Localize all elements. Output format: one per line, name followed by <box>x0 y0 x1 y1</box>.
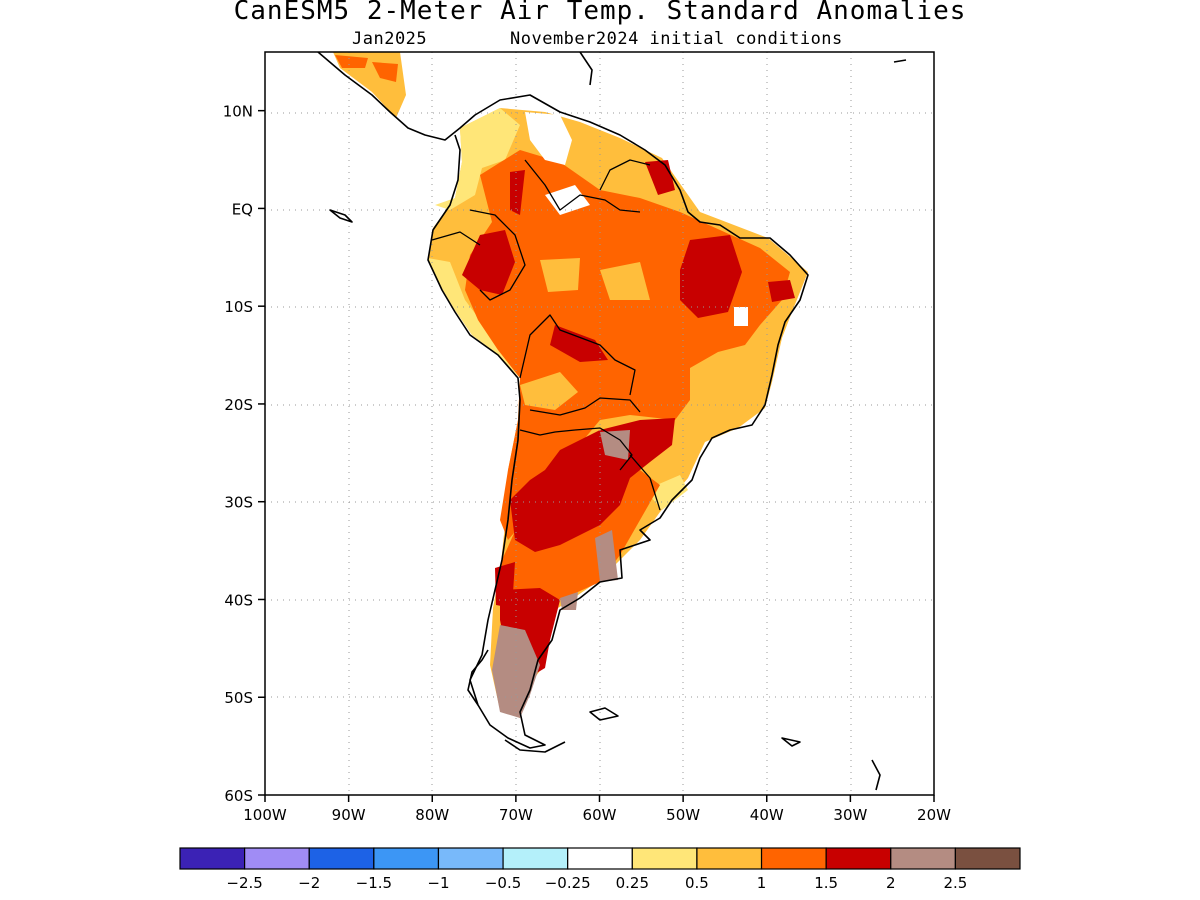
colorbar-swatch <box>890 847 956 870</box>
lon-tick-label: 70W <box>499 806 533 824</box>
colorbar-label: −1 <box>427 874 449 892</box>
colorbar-swatch <box>631 847 698 870</box>
subtitle-initial-conditions: November2024 initial conditions <box>510 29 843 49</box>
colorbar-swatch <box>696 847 763 870</box>
lon-tick-label: 60W <box>583 806 617 824</box>
colorbar-label: 2 <box>886 874 896 892</box>
lon-tick-label: 20W <box>917 806 951 824</box>
colorbar-label: 1.5 <box>814 874 838 892</box>
longitude-axis: 100W 90W 80W 70W 60W 50W 40W 30W 20W <box>243 795 951 824</box>
colorbar-label: 2.5 <box>943 874 967 892</box>
colorbar-swatch <box>567 847 633 870</box>
colorbar-label: 1 <box>757 874 767 892</box>
lat-tick-label: 40S <box>224 591 253 609</box>
colorbar-label: −1.5 <box>356 874 392 892</box>
lat-tick-label: 20S <box>224 396 253 414</box>
lat-tick-label: 50S <box>224 689 253 707</box>
colorbar-swatch <box>502 847 569 870</box>
country-borders <box>431 159 661 511</box>
colorbar-swatch <box>760 847 827 870</box>
lon-tick-label: 90W <box>332 806 366 824</box>
colorbar-label: −2 <box>298 874 320 892</box>
lat-tick-label: 60S <box>224 787 253 805</box>
lon-tick-label: 100W <box>243 806 287 824</box>
colorbar-swatch <box>954 847 1021 870</box>
lon-tick-label: 80W <box>415 806 449 824</box>
anomaly-shading <box>333 52 808 718</box>
latitude-axis: 10N EQ 10S 20S 30S 40S 50S 60S <box>223 103 265 805</box>
colorbar-label: −2.5 <box>226 874 262 892</box>
lat-tick-label: EQ <box>232 200 253 218</box>
colorbar-label: −0.25 <box>545 874 591 892</box>
colorbar-legend: −2.5 −2 −1.5 −1 −0.5 −0.25 0.25 0.5 1 1.5 2 2.5 <box>179 847 1021 892</box>
lat-tick-label: 30S <box>224 494 253 512</box>
subtitle-forecast-month: Jan2025 <box>352 29 428 49</box>
lon-tick-label: 50W <box>666 806 700 824</box>
colorbar-swatch <box>437 847 504 870</box>
colorbar-label: 0.25 <box>616 874 649 892</box>
coastlines <box>317 52 907 791</box>
colorbar-label: −0.5 <box>485 874 521 892</box>
lat-tick-label: 10S <box>224 298 253 316</box>
lon-tick-label: 40W <box>750 806 784 824</box>
map-title: CanESM5 2-Meter Air Temp. Standard Anoma… <box>233 0 967 26</box>
colorbar-swatch <box>308 847 375 870</box>
lon-tick-label: 30W <box>833 806 867 824</box>
colorbar-swatch <box>244 847 310 870</box>
colorbar-swatch <box>373 847 440 870</box>
colorbar-label: 0.5 <box>685 874 709 892</box>
colorbar-swatch <box>825 847 892 870</box>
lat-tick-label: 10N <box>223 103 253 121</box>
colorbar-swatch <box>179 847 246 870</box>
